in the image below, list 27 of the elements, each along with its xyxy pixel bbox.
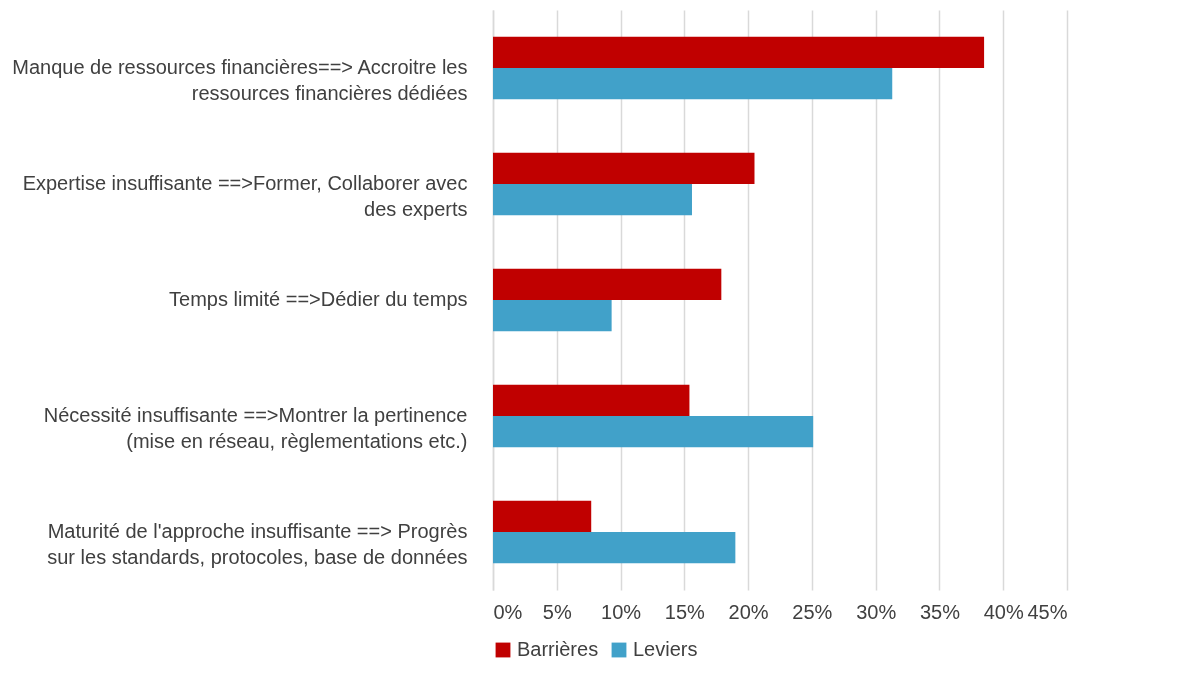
bar <box>493 500 592 532</box>
x-tick-label: 15% <box>664 600 706 623</box>
bar <box>493 268 722 300</box>
x-tick-label: 30% <box>856 600 897 623</box>
legend-label: Barrières <box>517 638 599 660</box>
bar <box>493 384 690 416</box>
legend-label: Leviers <box>633 638 698 660</box>
bar <box>493 36 985 68</box>
bar <box>493 532 736 564</box>
bar <box>493 416 814 448</box>
bar <box>493 68 893 100</box>
x-tick-label: 10% <box>601 600 642 623</box>
y-tick-label: Maturité de l'approche insuffisante ==> Progrès sur les standards, protocoles, base de données <box>47 520 468 568</box>
bar <box>493 300 612 332</box>
y-tick-label: Nécessité insuffisante ==>Montrer la pertinence (mise en réseau, règlementations etc.) <box>43 404 468 452</box>
y-tick-label: Temps limité ==>Dédier du temps <box>169 288 468 310</box>
y-tick-label: Manque de ressources financières==> Accroitre les ressources financières dédiées <box>12 56 468 104</box>
x-tick-label: 35% <box>919 600 961 623</box>
x-tick-label: 45% <box>1027 600 1068 623</box>
x-tick-label: 25% <box>792 600 833 623</box>
x-tick-label: 40% <box>983 600 1024 623</box>
bar <box>493 184 692 216</box>
x-tick-label: 0% <box>493 600 523 623</box>
x-tick-label: 5% <box>542 600 572 623</box>
x-tick-label: 20% <box>728 600 769 623</box>
y-tick-label: Expertise insuffisante ==>Former, Collaborer avec des experts <box>22 172 468 220</box>
bar <box>493 152 755 184</box>
